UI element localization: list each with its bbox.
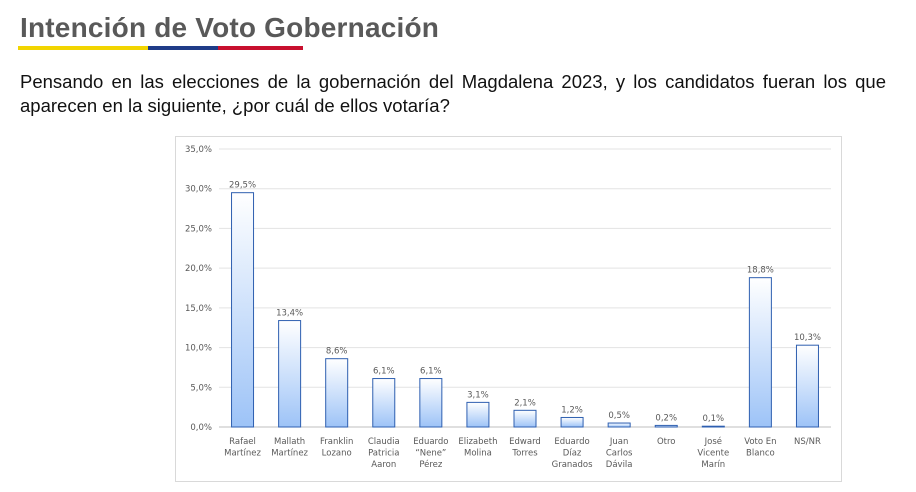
survey-question: Pensando en las elecciones de la goberna… bbox=[20, 71, 886, 116]
bar bbox=[419, 378, 443, 428]
x-tick-label: Vicente bbox=[697, 449, 729, 459]
data-label: 10,3% bbox=[794, 333, 821, 343]
y-tick-label: 0,0% bbox=[190, 423, 212, 433]
data-label: 2,1% bbox=[514, 398, 536, 408]
flag-stripe bbox=[18, 46, 303, 50]
y-tick-label: 25,0% bbox=[185, 224, 212, 234]
bar bbox=[325, 358, 349, 428]
bar bbox=[231, 192, 255, 428]
data-label: 8,6% bbox=[326, 347, 348, 357]
x-tick-label: Eduardo bbox=[554, 437, 589, 447]
x-tick-label: Díaz bbox=[563, 449, 582, 459]
x-tick-label: Molina bbox=[464, 449, 492, 459]
flag-red bbox=[218, 46, 303, 50]
chart-container: 0,0% 5,0% 10,0% 15,0% 20,0% 25,0% 30,0% 35,0% 29… bbox=[175, 136, 842, 482]
flag-yellow bbox=[18, 46, 148, 50]
y-tick-label: 35,0% bbox=[185, 145, 212, 155]
x-tick-label: Edward bbox=[509, 437, 541, 447]
bar-chart: 0,0% 5,0% 10,0% 15,0% 20,0% 25,0% 30,0% 35,0% 29… bbox=[185, 145, 831, 470]
x-tick-label: Otro bbox=[657, 437, 676, 447]
x-tick-label: Carlos bbox=[606, 449, 633, 459]
bar bbox=[560, 416, 584, 428]
y-tick-label: 30,0% bbox=[185, 185, 212, 195]
bar bbox=[701, 425, 725, 428]
x-tick-label: Granados bbox=[552, 460, 593, 470]
bar bbox=[654, 424, 678, 428]
data-label: 6,1% bbox=[420, 367, 442, 377]
data-label: 3,1% bbox=[467, 390, 489, 400]
x-tick-label: Martínez bbox=[224, 449, 261, 459]
flag-blue bbox=[148, 46, 218, 50]
x-tick-label: Lozano bbox=[322, 449, 352, 459]
y-tick-label: 10,0% bbox=[185, 344, 212, 354]
data-label: 0,2% bbox=[655, 413, 677, 423]
x-tick-label: Juan bbox=[609, 437, 629, 447]
data-label: 29,5% bbox=[229, 181, 256, 191]
y-tick-label: 15,0% bbox=[185, 304, 212, 314]
x-tick-label: Elizabeth bbox=[458, 437, 497, 447]
data-label: 6,1% bbox=[373, 367, 395, 377]
x-tick-label: Aaron bbox=[371, 460, 396, 470]
x-tick-label: “Nene” bbox=[415, 449, 446, 459]
x-tick-label: Martínez bbox=[271, 449, 308, 459]
x-tick-label: Voto En bbox=[744, 437, 776, 447]
x-tick-label: Torres bbox=[511, 449, 538, 459]
x-tick-label: Dávila bbox=[606, 460, 633, 470]
x-tick-label: Pérez bbox=[419, 459, 443, 470]
x-tick-label: Blanco bbox=[746, 449, 775, 459]
x-tick-label: Patricia bbox=[368, 449, 399, 459]
bar bbox=[278, 320, 302, 428]
x-tick-label: Marín bbox=[701, 460, 725, 470]
bar bbox=[748, 277, 772, 428]
page-title: Intención de Voto Gobernación bbox=[20, 12, 440, 43]
bar bbox=[795, 344, 819, 428]
x-tick-label: Eduardo bbox=[413, 437, 448, 447]
data-label: 0,1% bbox=[703, 414, 725, 424]
data-label: 13,4% bbox=[276, 309, 303, 319]
data-label: 18,8% bbox=[747, 266, 774, 276]
bar bbox=[466, 401, 490, 428]
x-tick-label: NS/NR bbox=[794, 437, 821, 447]
bar bbox=[513, 409, 537, 428]
x-tick-label: Claudia bbox=[368, 437, 400, 447]
y-tick-label: 20,0% bbox=[185, 264, 212, 274]
x-tick-label: Rafael bbox=[229, 437, 256, 447]
bar bbox=[607, 422, 631, 428]
bar bbox=[372, 378, 396, 428]
y-tick-label: 5,0% bbox=[190, 383, 212, 393]
data-label: 0,5% bbox=[608, 411, 630, 421]
x-tick-label: Mallath bbox=[274, 437, 305, 447]
x-tick-label: José bbox=[704, 436, 722, 447]
x-tick-label: Franklin bbox=[320, 437, 353, 447]
data-label: 1,2% bbox=[561, 405, 583, 415]
